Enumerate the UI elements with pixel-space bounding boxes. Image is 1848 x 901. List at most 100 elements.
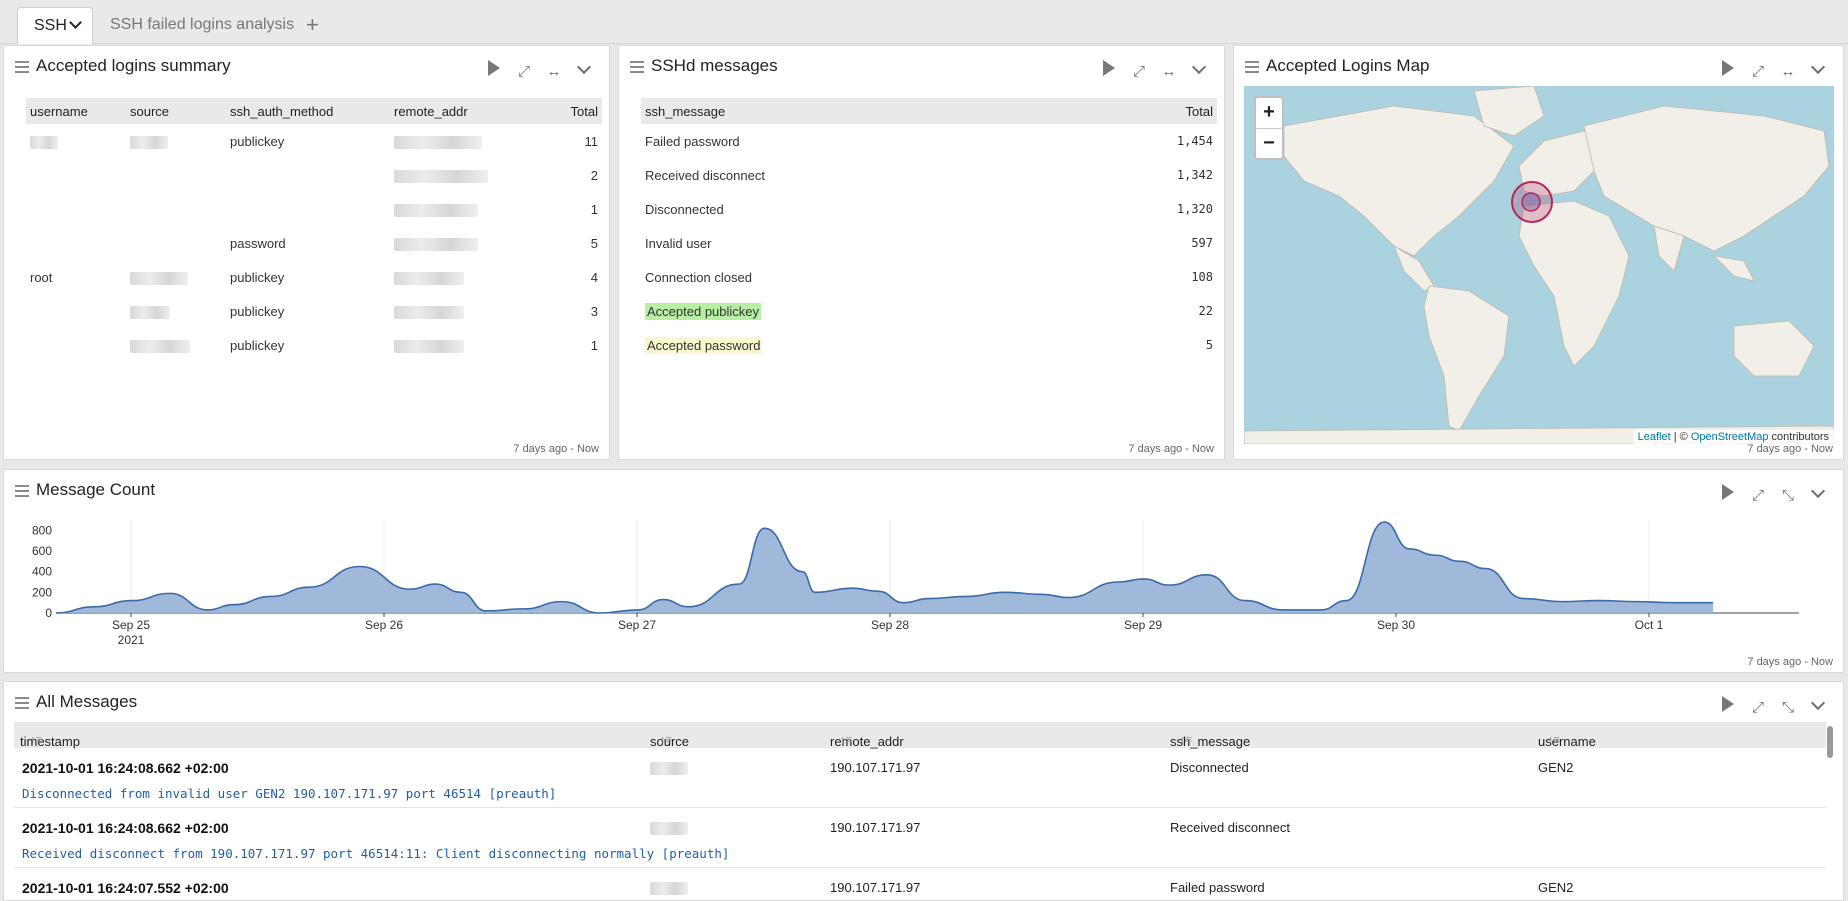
expand-icon[interactable]: ⤢ — [517, 63, 530, 80]
redacted-value — [650, 762, 688, 776]
redacted-value — [394, 203, 478, 217]
total-value: 1 — [590, 337, 598, 353]
sort-icon[interactable]: ↕≡ — [1180, 734, 1192, 746]
message-value: Connection closed — [645, 269, 752, 285]
accepted-logins-table: username source ssh_auth_method remote_a… — [26, 98, 602, 362]
message-row[interactable]: 2021-10-01 16:24:07.552 +02:00 190.107.1… — [14, 868, 1826, 900]
drag-handle-icon[interactable] — [15, 61, 29, 76]
panel-all-messages: All Messages ⤢ ⤡ timestamp ↑≡ source ↕≡ rem… — [3, 681, 1844, 901]
x-tick-label: Sep 28 — [871, 618, 909, 632]
chevron-down-icon[interactable] — [1803, 60, 1833, 84]
resize-horizontal-icon[interactable]: ↔ — [1780, 63, 1796, 80]
drag-handle-icon[interactable] — [15, 697, 29, 712]
ssh-message-value: Disconnected — [1170, 760, 1249, 775]
world-map[interactable]: + − Leaflet | © OpenStreetMap contributo… — [1244, 86, 1834, 444]
play-icon[interactable] — [1094, 56, 1124, 80]
column-header[interactable]: source — [126, 98, 226, 124]
zoom-out-button[interactable]: − — [1256, 128, 1282, 158]
panel-controls: ⤢ ↔ — [1713, 56, 1833, 80]
message-row[interactable]: 2021-10-01 16:24:08.662 +02:00 190.107.1… — [14, 808, 1826, 868]
add-tab-button[interactable]: + — [306, 12, 319, 37]
compress-icon[interactable]: ⤡ — [1781, 699, 1794, 716]
resize-horizontal-icon[interactable]: ↔ — [1161, 63, 1177, 80]
leaflet-link[interactable]: Leaflet — [1637, 431, 1671, 443]
message-value: Accepted publickey — [645, 302, 762, 320]
play-icon[interactable] — [479, 56, 509, 80]
chevron-down-icon[interactable] — [69, 16, 82, 29]
expand-icon[interactable]: ⤢ — [1751, 487, 1764, 504]
compress-icon[interactable]: ⤡ — [1781, 487, 1794, 504]
auth-method: password — [230, 235, 286, 251]
sort-icon[interactable]: ↕≡ — [1548, 734, 1560, 746]
auth-method: publickey — [230, 337, 285, 353]
chevron-down-icon[interactable] — [1184, 60, 1214, 84]
chevron-down-icon[interactable] — [1803, 484, 1833, 508]
column-header[interactable]: Total — [1137, 98, 1217, 124]
table-row: publickey 1 — [26, 328, 602, 362]
expand-icon[interactable]: ⤢ — [1751, 699, 1764, 716]
expand-icon[interactable]: ⤢ — [1132, 63, 1145, 80]
column-header[interactable]: Total — [540, 98, 602, 124]
message-row[interactable]: 2021-10-01 16:24:08.662 +02:00 190.107.1… — [14, 748, 1826, 808]
zoom-in-button[interactable]: + — [1263, 101, 1275, 123]
panel-title: SSHd messages — [651, 56, 778, 75]
resize-horizontal-icon[interactable]: ↔ — [546, 63, 562, 80]
drag-handle-icon[interactable] — [1245, 61, 1259, 76]
total-value: 5 — [1205, 338, 1213, 352]
redacted-value — [130, 135, 168, 149]
username-value: GEN2 — [1538, 880, 1574, 895]
panel-controls: ⤢ ↔ — [1094, 56, 1214, 80]
x-tick-label: Sep 30 — [1377, 618, 1415, 632]
total-value: 5 — [590, 235, 598, 251]
x-tick-label: Sep 27 — [618, 618, 656, 632]
column-header[interactable]: ssh_message — [641, 98, 1137, 124]
x-tick-label: Sep 26 — [365, 618, 403, 632]
panel-title: Accepted Logins Map — [1266, 56, 1430, 75]
tab-ssh[interactable]: SSH — [17, 7, 93, 44]
sort-icon[interactable]: ↕≡ — [840, 734, 852, 746]
full-message: Disconnected from invalid user GEN2 190.… — [22, 786, 557, 801]
auth-method — [226, 158, 390, 192]
username-value: GEN2 — [1538, 760, 1574, 775]
x-tick-label: Oct 1 — [1635, 618, 1664, 632]
x-tick-label: Sep 29 — [1124, 618, 1162, 632]
redacted-value — [394, 271, 464, 285]
redacted-value — [394, 135, 482, 149]
redacted-value — [650, 882, 688, 896]
timeframe-label: 7 days ago - Now — [1747, 443, 1833, 455]
chevron-down-icon[interactable] — [1803, 696, 1833, 720]
username-value: root — [30, 269, 53, 285]
sort-icon[interactable]: ↑≡ — [30, 734, 42, 746]
panel-sshd-messages: SSHd messages ⤢ ↔ ssh_message Total Faile… — [618, 45, 1225, 460]
drag-handle-icon[interactable] — [630, 61, 644, 76]
x-tick-year-label: 2021 — [118, 633, 145, 647]
panel-message-count: Message Count ⤢ ⤡ 0 200 400 600 800 Sep 25 Sep … — [3, 469, 1844, 673]
play-icon[interactable] — [1713, 56, 1743, 80]
table-row: password 5 — [26, 226, 602, 260]
x-tick-label: Sep 25 — [112, 618, 150, 632]
y-tick-label: 800 — [32, 523, 52, 537]
osm-link[interactable]: OpenStreetMap — [1690, 431, 1769, 443]
total-value: 11 — [584, 133, 599, 149]
play-icon[interactable] — [1713, 692, 1743, 716]
chevron-down-icon[interactable] — [569, 60, 599, 84]
messages-table-header: timestamp ↑≡ source ↕≡ remote_addr ↕≡ ssh_m… — [14, 722, 1826, 749]
play-icon[interactable] — [1713, 480, 1743, 504]
redacted-value — [394, 339, 464, 353]
total-value: 1,342 — [1176, 168, 1213, 182]
panel-controls: ⤢ ↔ — [479, 56, 599, 80]
total-value: 597 — [1191, 236, 1213, 250]
zoom-control: + − — [1254, 96, 1284, 160]
scrollbar[interactable] — [1827, 726, 1833, 758]
sort-icon[interactable]: ↕≡ — [660, 734, 672, 746]
auth-method — [226, 192, 390, 226]
column-header[interactable]: ssh_auth_method — [226, 98, 390, 124]
column-header[interactable]: remote_addr — [390, 98, 540, 124]
table-row: Failed password 1,454 — [641, 124, 1217, 158]
table-row: Accepted password 5 — [641, 328, 1217, 362]
table-row: Accepted publickey 22 — [641, 294, 1217, 328]
expand-icon[interactable]: ⤢ — [1751, 63, 1764, 80]
tab-ssh-failed-logins[interactable]: SSH failed logins analysis — [110, 16, 295, 33]
drag-handle-icon[interactable] — [15, 485, 29, 500]
column-header[interactable]: username — [26, 98, 126, 124]
